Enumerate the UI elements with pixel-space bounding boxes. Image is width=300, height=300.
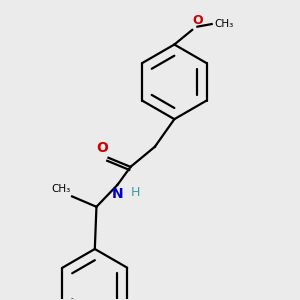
Text: N: N [112,187,123,201]
Text: O: O [193,14,203,27]
Text: H: H [131,186,140,200]
Text: CH₃: CH₃ [214,19,233,29]
Text: O: O [97,141,109,155]
Text: CH₃: CH₃ [51,184,70,194]
